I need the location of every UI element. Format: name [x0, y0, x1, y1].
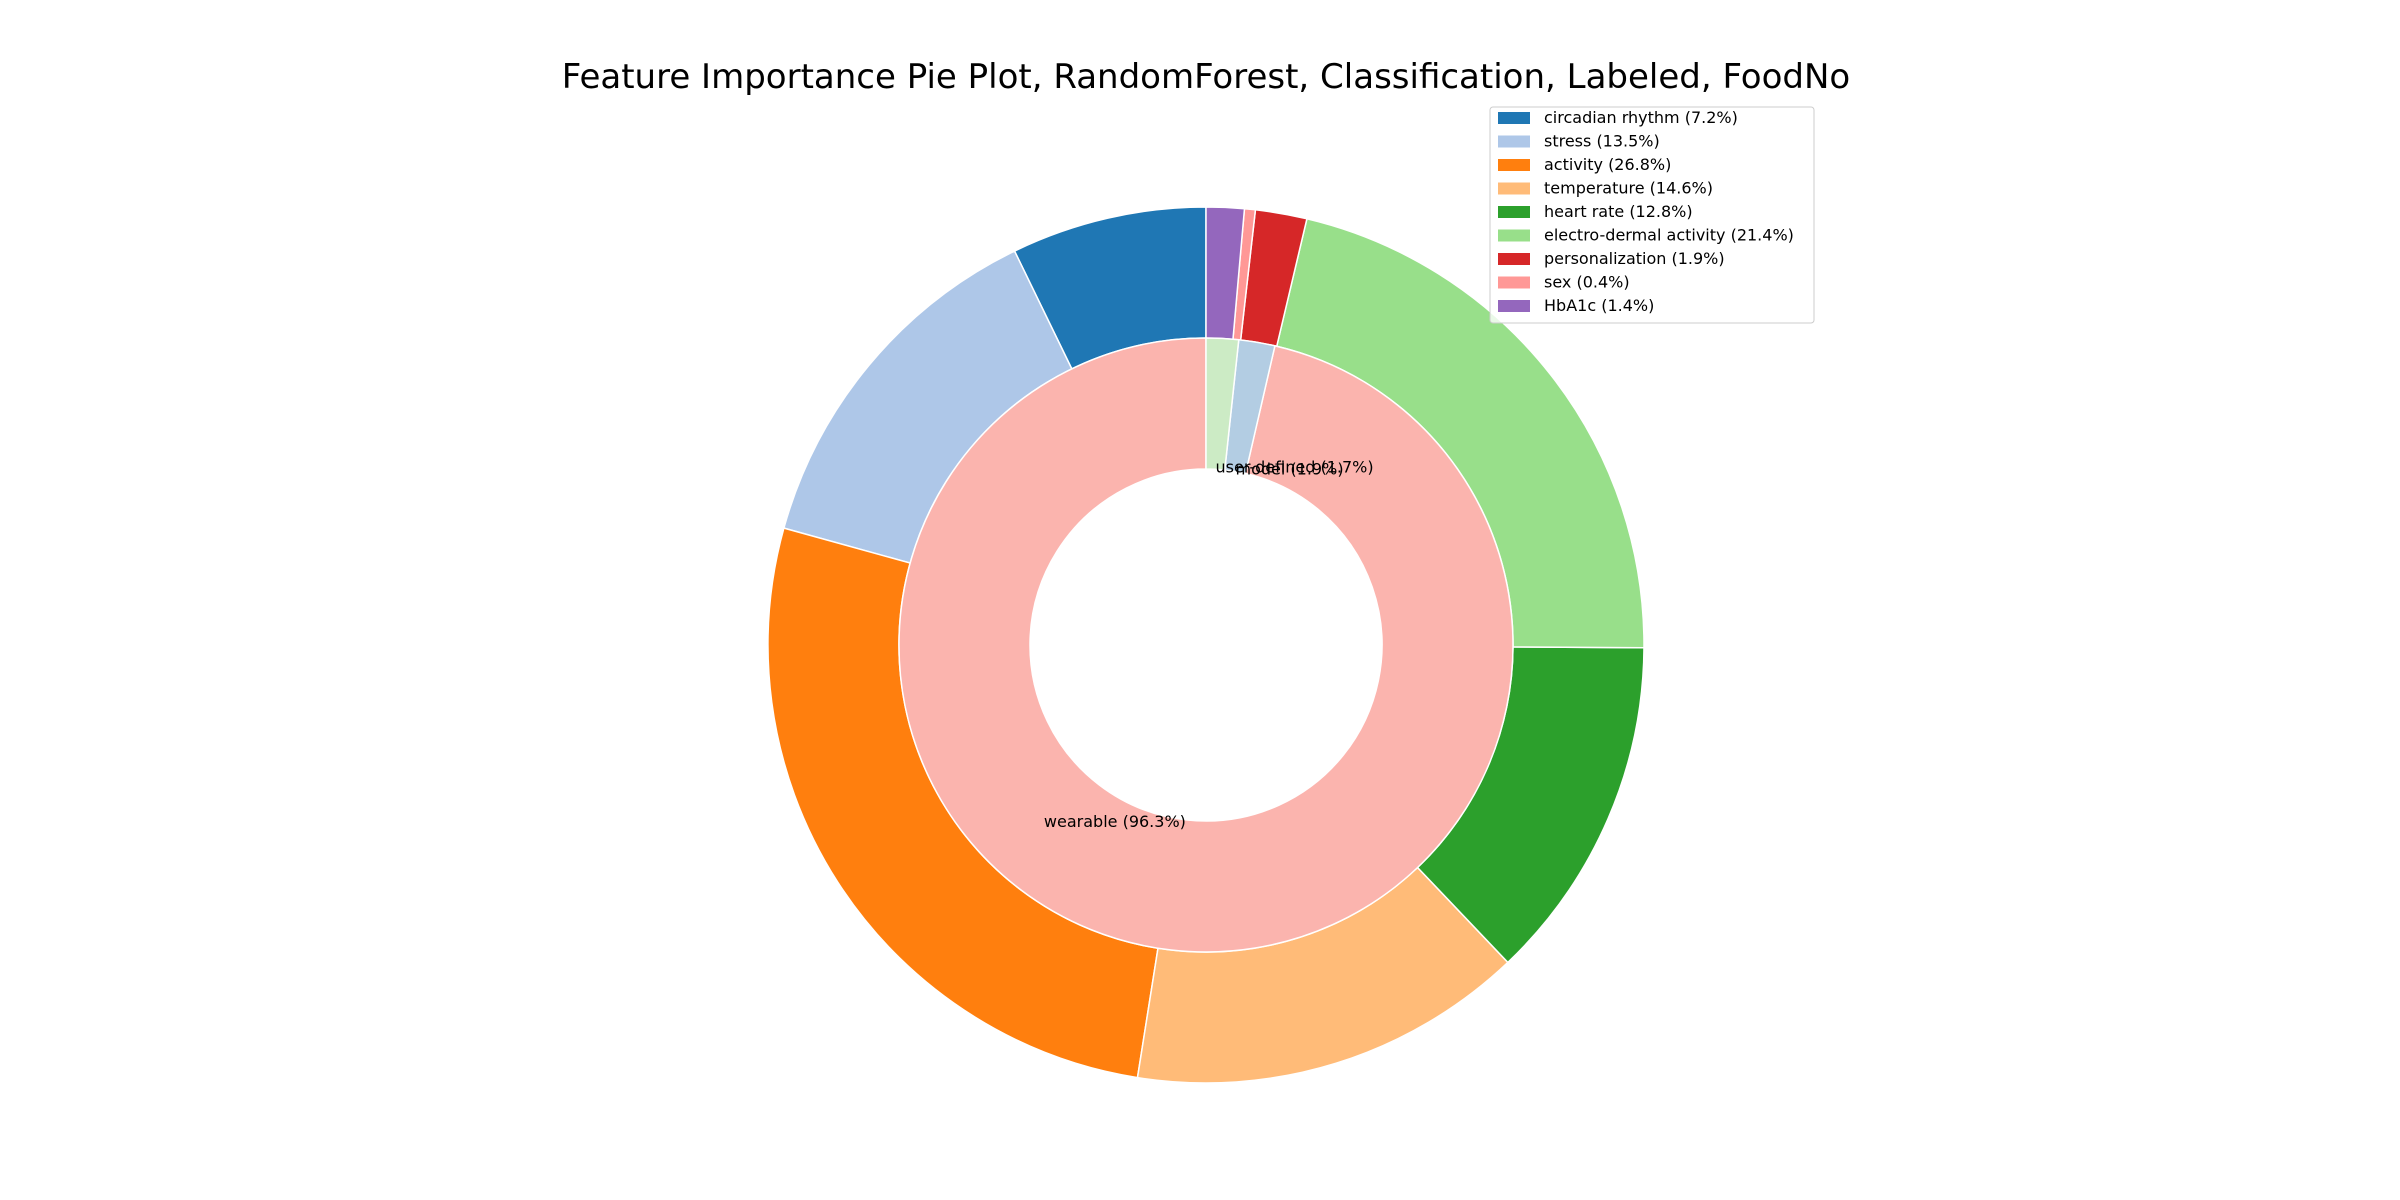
inner-slice-user-defined [1205, 337, 1240, 471]
inner-label-wearable: wearable (96.3%) [1044, 812, 1186, 831]
legend-label-personalization: personalization (1.9%) [1544, 249, 1725, 268]
legend-label-electro-dermal-activity: electro-dermal activity (21.4%) [1544, 226, 1794, 245]
chart-title: Feature Importance Pie Plot, RandomFores… [562, 57, 1850, 97]
legend-frame [1489, 106, 1815, 324]
legend-swatch-circadian-rhythm [1498, 112, 1530, 124]
legend-swatch-sex [1498, 276, 1530, 289]
legend-swatch-hba1c [1498, 300, 1530, 312]
legend-label-heart-rate: heart rate (12.8%) [1544, 202, 1693, 221]
inner-slice-wearable [898, 337, 1514, 953]
legend-label-sex: sex (0.4%) [1544, 273, 1630, 292]
legend-label-stress: stress (13.5%) [1544, 132, 1660, 151]
legend-label-activity: activity (26.8%) [1544, 155, 1671, 174]
legend-swatch-heart-rate [1498, 206, 1530, 218]
legend: circadian rhythm (7.2%) stress (13.5%) act… [1489, 106, 1815, 324]
legend-label-temperature: temperature (14.6%) [1544, 179, 1713, 198]
inner-label-user-defined: user-defined (1.7%) [1216, 457, 1374, 476]
legend-swatch-personalization [1498, 253, 1530, 265]
legend-swatch-stress [1498, 135, 1530, 148]
legend-swatch-temperature [1498, 182, 1530, 195]
inner-ring [898, 337, 1514, 953]
legend-swatch-electro-dermal-activity [1498, 229, 1530, 242]
inner-ring-labels: wearable (96.3%) model (1.9%)user-defined… [1044, 457, 1374, 831]
inner-label-model: model (1.9%) [1236, 459, 1344, 478]
legend-swatch-activity [1498, 159, 1530, 171]
legend-label-hba1c: HbA1c (1.4%) [1544, 296, 1654, 315]
legend-label-circadian-rhythm: circadian rhythm (7.2%) [1544, 108, 1738, 127]
legend-items: circadian rhythm (7.2%) stress (13.5%) act… [1498, 108, 1794, 315]
